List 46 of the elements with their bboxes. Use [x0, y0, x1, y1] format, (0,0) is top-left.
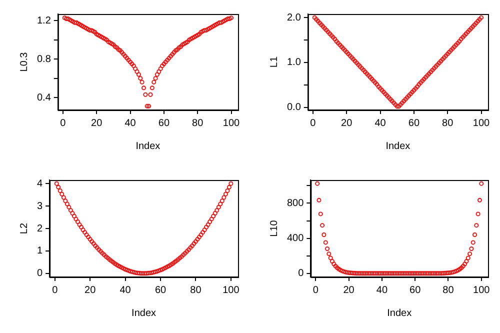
x-tick-label: 100	[222, 118, 240, 129]
y-tick-label: 3	[37, 200, 43, 212]
x-tick-label: 100	[473, 284, 490, 296]
x-tick-label: 80	[192, 118, 204, 129]
y-tick-label: 1.2	[36, 15, 52, 26]
y-tick-label: 400	[286, 233, 304, 244]
x-axis-title: Index	[132, 308, 156, 319]
x-tick-label: 60	[158, 118, 170, 129]
x-tick-label: 40	[120, 284, 132, 296]
y-tick-label: 800	[286, 198, 304, 209]
y-tick-label: 1.0	[286, 57, 302, 68]
x-axis-title: Index	[387, 308, 412, 319]
x-tick-label: 20	[91, 118, 103, 129]
x-tick-label: 60	[408, 118, 420, 129]
x-tick-label: 20	[84, 284, 96, 296]
y-tick-label: 1	[37, 246, 43, 257]
x-tick-label: 20	[343, 284, 355, 296]
x-tick-label: 100	[472, 118, 490, 129]
y-axis-title: L10	[268, 220, 280, 237]
y-tick-label: 0	[37, 268, 43, 280]
x-tick-label: 40	[376, 284, 388, 296]
y-tick-label: 0.0	[286, 102, 302, 114]
x-tick-label: 100	[222, 284, 240, 296]
y-tick-label: 2	[37, 223, 43, 234]
x-tick-label: 20	[341, 118, 353, 129]
x-axis-title: Index	[136, 140, 160, 152]
x-tick-label: 80	[190, 284, 202, 296]
y-tick-label: 0.8	[36, 54, 52, 65]
x-tick-label: 60	[154, 284, 167, 296]
y-axis-title: L2	[18, 222, 30, 234]
y-axis-title: L0.3	[18, 52, 30, 72]
x-tick-label: 0	[52, 284, 58, 296]
x-tick-label: 60	[410, 284, 422, 296]
y-tick-label: 2.0	[286, 12, 302, 24]
x-tick-label: 0	[310, 118, 316, 129]
y-tick-label: 4	[37, 178, 43, 190]
x-tick-label: 40	[124, 118, 136, 129]
y-tick-label: 0.4	[36, 92, 52, 104]
x-tick-label: 0	[60, 118, 66, 129]
x-tick-label: 0	[312, 284, 319, 296]
y-axis-title: L1	[268, 56, 280, 68]
y-tick-label: 0	[298, 268, 304, 280]
x-axis-title: Index	[386, 140, 410, 152]
x-tick-label: 80	[442, 118, 454, 129]
x-tick-label: 40	[374, 118, 386, 129]
x-tick-label: 80	[442, 284, 454, 296]
